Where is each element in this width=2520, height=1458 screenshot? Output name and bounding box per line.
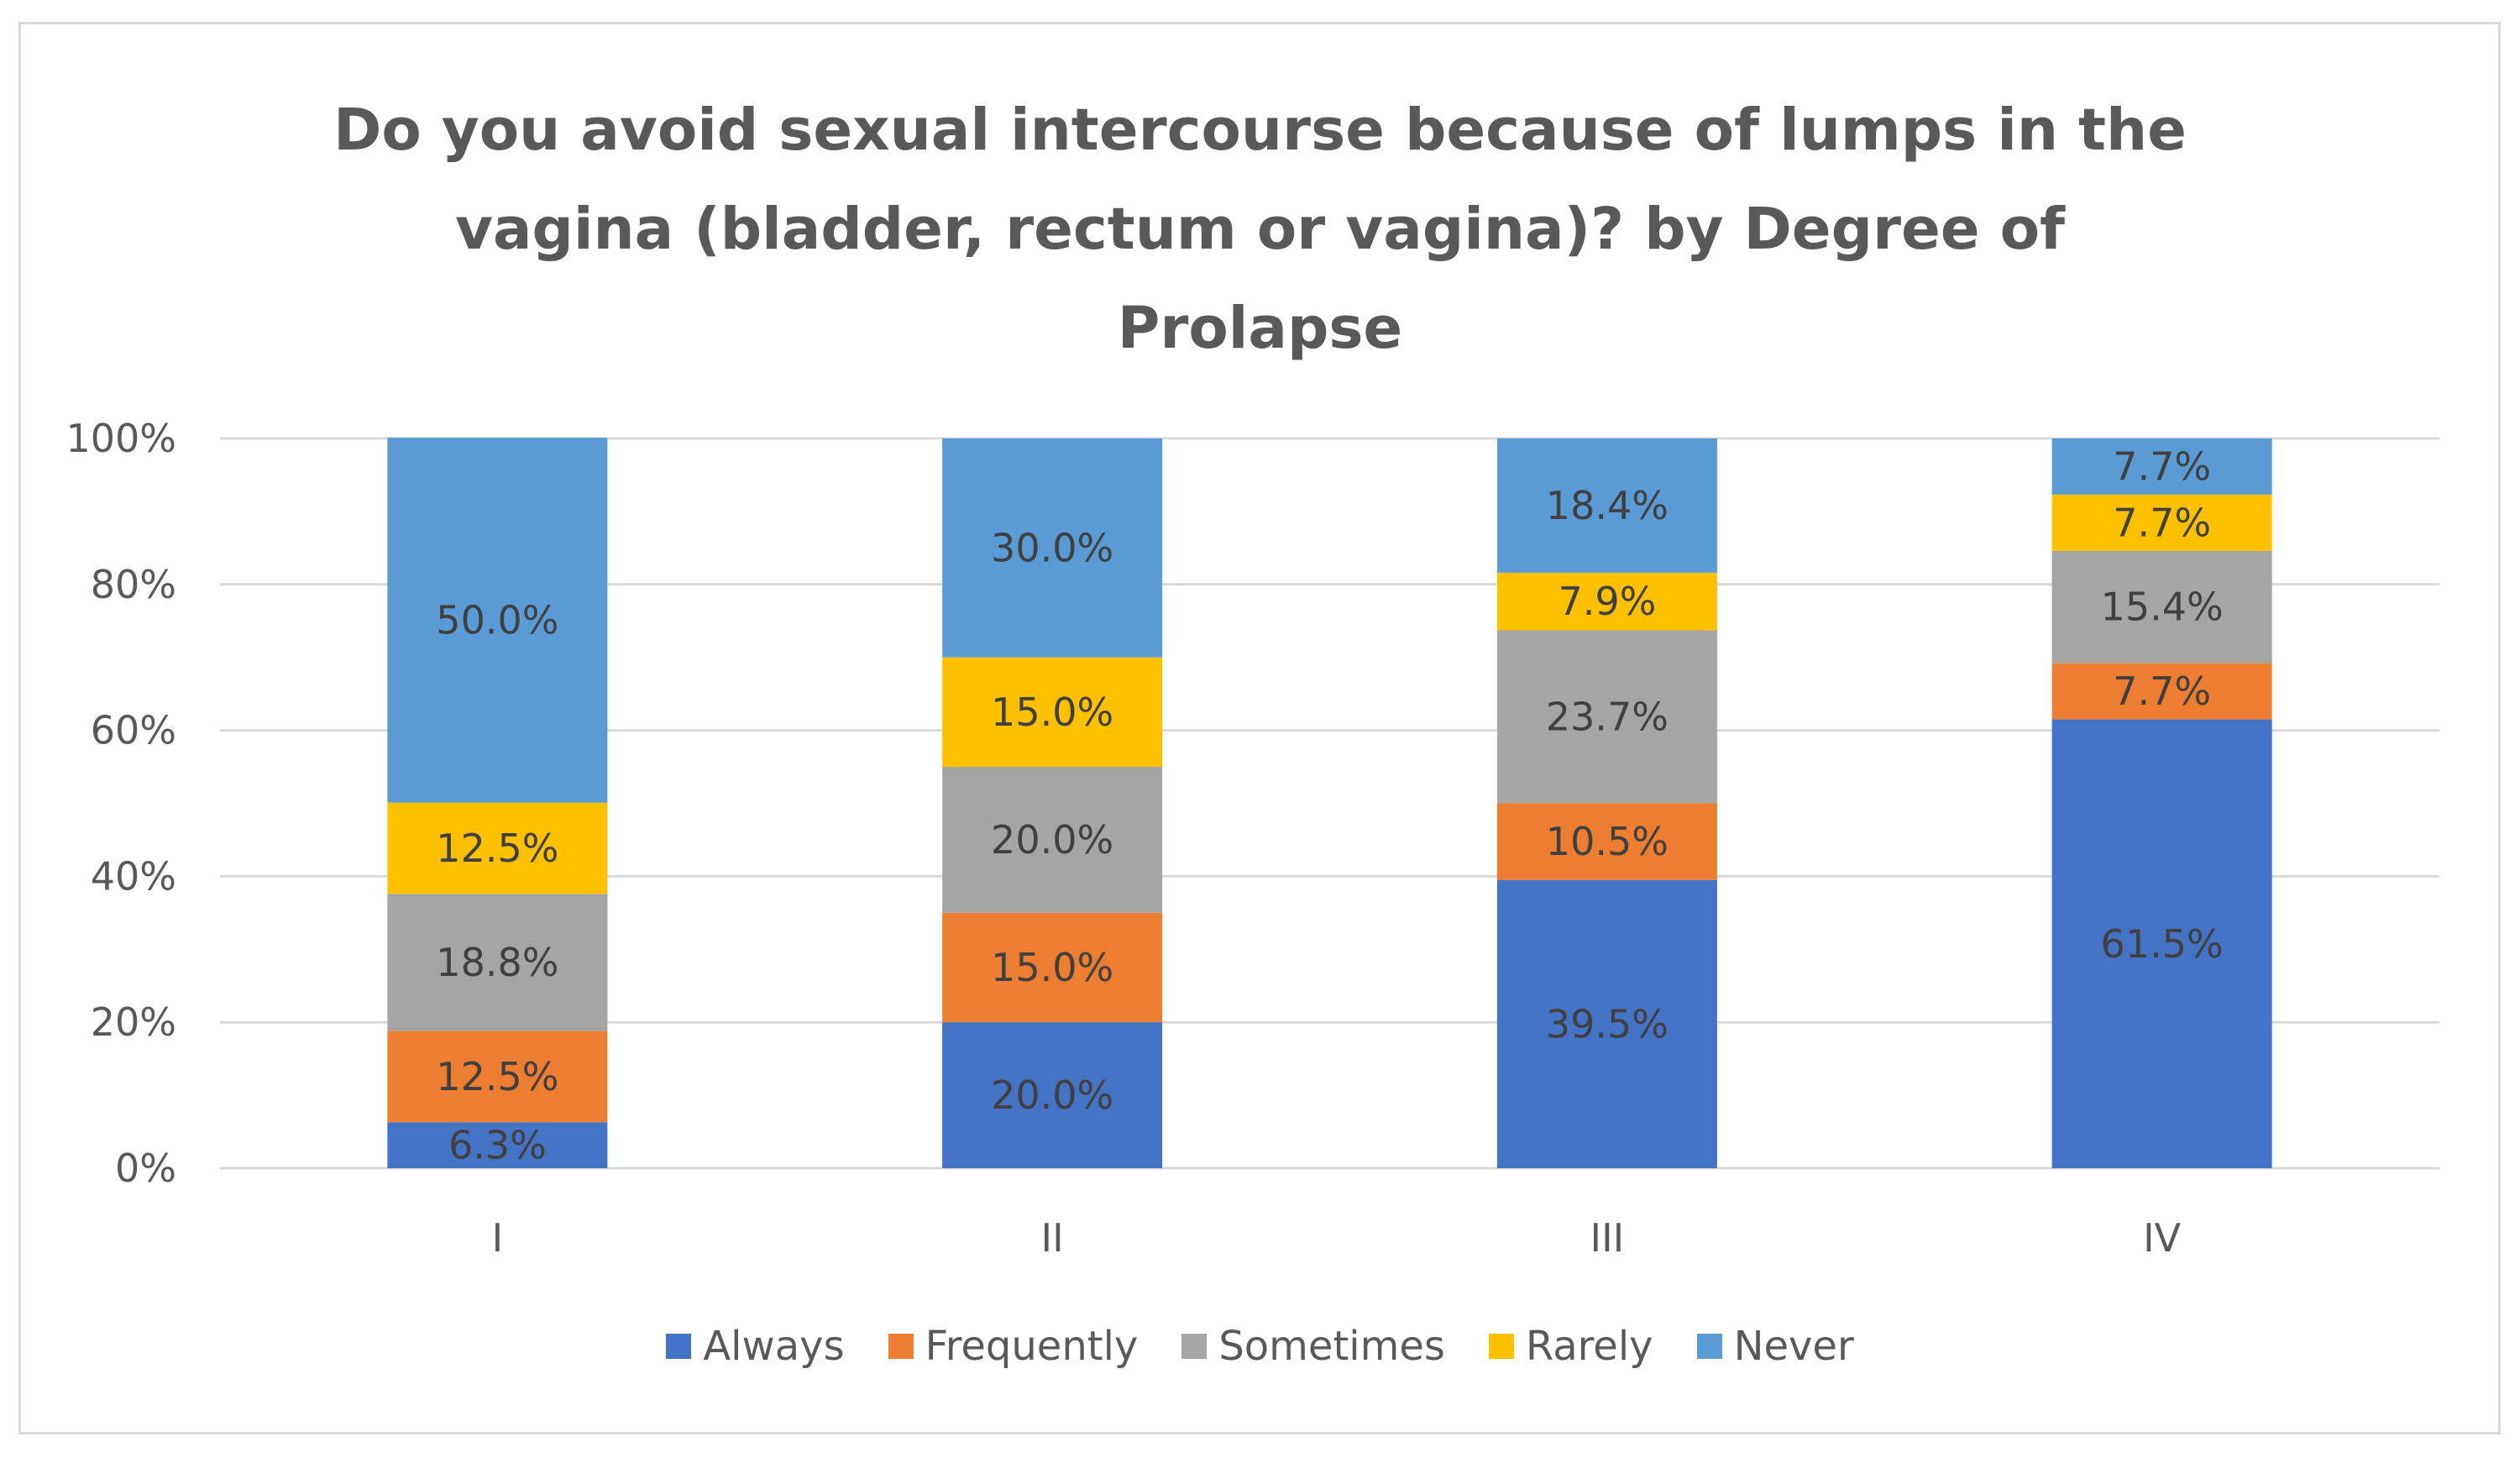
bar-rarely-ii bbox=[942, 657, 1163, 768]
data-label-sometimes-iii: 23.7% bbox=[1546, 695, 1669, 740]
bar-sometimes-iv bbox=[2051, 550, 2272, 663]
legend-item-frequently: Frequently bbox=[888, 1323, 1139, 1370]
bar-always-iv bbox=[2051, 719, 2272, 1168]
chart-title-line-2: vagina (bladder, rectum or vagina)? by D… bbox=[454, 196, 2066, 263]
data-label-frequently-iv: 7.7% bbox=[2113, 669, 2211, 714]
legend-label: Always bbox=[703, 1323, 845, 1370]
bar-sometimes-i bbox=[387, 894, 608, 1031]
data-label-always-iii: 39.5% bbox=[1546, 1001, 1669, 1046]
bar-frequently-i bbox=[387, 1031, 608, 1123]
bars bbox=[387, 438, 2272, 1168]
data-label-never-iv: 7.7% bbox=[2113, 443, 2211, 489]
bar-rarely-iv bbox=[2051, 494, 2272, 551]
bar-sometimes-iii bbox=[1496, 630, 1717, 804]
x-tick-label: I bbox=[492, 1215, 504, 1261]
bar-always-i bbox=[387, 1122, 608, 1168]
data-label-rarely-i: 12.5% bbox=[436, 826, 558, 871]
legend-swatch bbox=[1696, 1334, 1722, 1359]
bar-always-ii bbox=[942, 1022, 1163, 1168]
x-tick-label: III bbox=[1590, 1215, 1625, 1261]
legend-item-always: Always bbox=[666, 1323, 845, 1370]
data-label-sometimes-iv: 15.4% bbox=[2101, 585, 2224, 630]
data-label-rarely-ii: 15.0% bbox=[991, 690, 1113, 735]
data-label-rarely-iii: 7.9% bbox=[1558, 579, 1656, 624]
legend-item-never: Never bbox=[1696, 1323, 1854, 1370]
y-tick-label: 0% bbox=[115, 1146, 176, 1191]
bar-rarely-iii bbox=[1496, 572, 1717, 631]
bar-never-ii bbox=[942, 438, 1163, 658]
legend-swatch bbox=[1488, 1334, 1514, 1359]
data-label-frequently-ii: 15.0% bbox=[991, 945, 1113, 990]
data-label-never-i: 50.0% bbox=[436, 597, 558, 642]
legend-swatch bbox=[888, 1334, 914, 1359]
bar-never-iii bbox=[1496, 438, 1717, 573]
data-label-rarely-iv: 7.7% bbox=[2113, 500, 2211, 545]
bar-never-i bbox=[387, 438, 608, 803]
data-labels: 6.3% 12.5% 18.8% 12.5% 50.0% 20.0% 15.0% 20.0% 1… bbox=[436, 443, 2223, 1167]
legend-label: Sometimes bbox=[1218, 1323, 1445, 1370]
data-label-frequently-iii: 10.5% bbox=[1546, 819, 1669, 864]
legend-item-rarely: Rarely bbox=[1488, 1323, 1653, 1370]
bar-sometimes-ii bbox=[942, 767, 1163, 913]
bar-frequently-iv bbox=[2051, 663, 2272, 720]
chart-title-line-3: Prolapse bbox=[1117, 295, 1403, 362]
data-label-frequently-i: 12.5% bbox=[436, 1054, 558, 1099]
legend-label: Rarely bbox=[1525, 1323, 1653, 1370]
y-tick-label: 40% bbox=[91, 853, 176, 899]
chart-title: Do you avoid sexual intercourse because … bbox=[0, 81, 2520, 378]
y-tick-label: 100% bbox=[65, 416, 176, 461]
data-label-sometimes-i: 18.8% bbox=[436, 940, 558, 985]
bar-always-iii bbox=[1496, 879, 1717, 1168]
x-tick-label: II bbox=[1041, 1215, 1064, 1261]
y-tick-label: 20% bbox=[91, 999, 176, 1045]
data-label-always-iv: 61.5% bbox=[2101, 921, 2224, 967]
legend-label: Never bbox=[1733, 1323, 1854, 1370]
x-tick-label: IV bbox=[2143, 1215, 2182, 1261]
data-label-always-ii: 20.0% bbox=[991, 1073, 1113, 1118]
bar-frequently-ii bbox=[942, 912, 1163, 1023]
x-axis: I II III IV bbox=[492, 1215, 2182, 1261]
y-axis: 0% 20% 40% 60% 80% 100% bbox=[65, 416, 176, 1191]
chart-title-line-1: Do you avoid sexual intercourse because … bbox=[333, 97, 2187, 164]
legend-swatch bbox=[666, 1334, 692, 1359]
legend-swatch bbox=[1181, 1334, 1208, 1359]
y-tick-label: 60% bbox=[91, 708, 176, 753]
data-label-never-iii: 18.4% bbox=[1546, 483, 1669, 528]
data-label-sometimes-ii: 20.0% bbox=[991, 817, 1113, 863]
bar-rarely-i bbox=[387, 802, 608, 894]
bar-never-iv bbox=[2051, 438, 2272, 495]
bar-frequently-iii bbox=[1496, 803, 1717, 880]
legend-label: Frequently bbox=[925, 1323, 1139, 1370]
legend: Always Frequently Sometimes Rarely Never bbox=[0, 1323, 2520, 1370]
data-label-never-ii: 30.0% bbox=[991, 525, 1113, 570]
legend-item-sometimes: Sometimes bbox=[1181, 1323, 1445, 1370]
y-tick-label: 80% bbox=[91, 562, 176, 607]
data-label-always-i: 6.3% bbox=[448, 1123, 547, 1168]
